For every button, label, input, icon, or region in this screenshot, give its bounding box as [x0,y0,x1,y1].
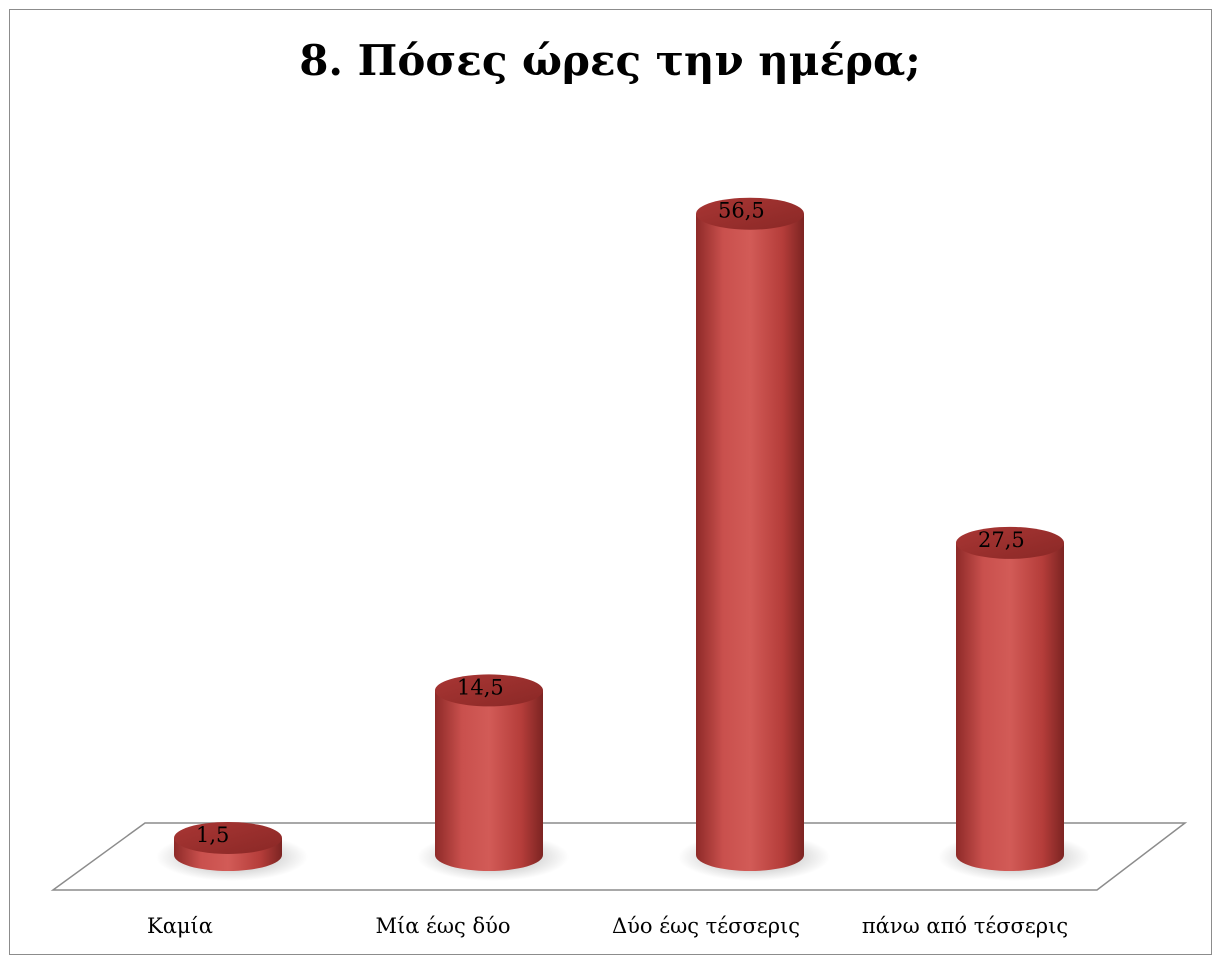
category-label: Μία έως δύο [375,914,510,938]
data-label: 14,5 [457,675,504,699]
bar-2 [417,674,569,881]
data-label: 27,5 [978,528,1025,552]
bar-top [696,197,804,230]
chart-floor [50,822,1188,891]
category-label: Δύο έως τέσσερις [612,914,800,938]
bar-3 [678,197,830,881]
chart-title: 8. Πόσες ώρες την ημέρα; [299,36,921,85]
bar-top [956,526,1064,559]
bar-body [696,213,804,872]
bar-body [435,690,543,871]
category-label: πάνω από τέσσερις [862,914,1068,938]
bar-top [174,821,282,854]
bar-1 [156,821,308,881]
data-label: 1,5 [196,823,229,847]
bar-body [956,542,1064,871]
bar-top [435,674,543,707]
category-label: Καμία [147,914,213,938]
bar-4 [938,526,1090,881]
data-label: 56,5 [718,199,765,223]
